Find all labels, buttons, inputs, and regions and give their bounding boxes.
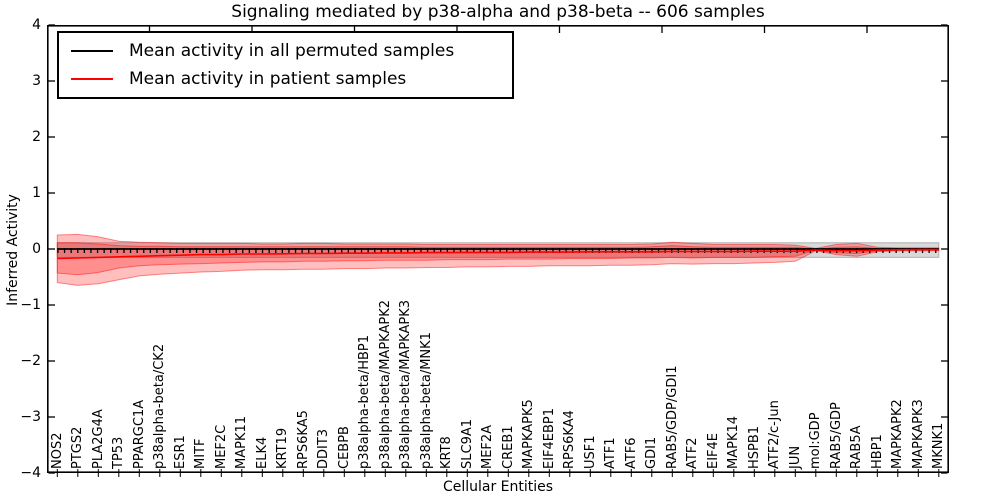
- x-category-label: MAPK11: [234, 415, 250, 469]
- x-category-label: MAPKAPK2: [890, 399, 906, 469]
- x-category-label: PTGS2: [70, 426, 86, 469]
- x-axis-label: Cellular Entities: [442, 479, 554, 495]
- y-tick-label: 2: [32, 129, 41, 145]
- x-category-label: MITF: [193, 438, 209, 469]
- x-category-label: RAB5A: [849, 425, 865, 469]
- legend-line-patient: [71, 78, 113, 80]
- x-category-label: p38alpha-beta/MAPKAPK3: [398, 300, 414, 469]
- x-category-label: HBP1: [869, 434, 885, 469]
- x-category-label: RPS6KA5: [295, 410, 311, 469]
- x-category-label: NOS2: [49, 432, 65, 469]
- x-category-label: KRT8: [439, 436, 455, 469]
- x-category-label: PPARGC1A: [131, 399, 147, 469]
- x-category-label: TP53: [111, 436, 127, 469]
- x-category-label: ELK4: [254, 436, 270, 469]
- x-category-label: EIF4EBP1: [541, 407, 557, 469]
- x-category-label: CEBPB: [336, 426, 352, 469]
- x-category-label: CREB1: [500, 425, 516, 469]
- x-category-label: RPS6KA4: [562, 410, 578, 469]
- y-tick-label: 4: [32, 17, 41, 33]
- chart-svg: [47, 24, 950, 477]
- x-category-label: MKNK1: [931, 422, 947, 469]
- x-category-label: MEF2C: [213, 424, 229, 469]
- x-category-label: ATF1: [603, 437, 619, 469]
- x-category-label: p38alpha-beta/HBP1: [357, 334, 373, 469]
- x-category-label: mol:GDP: [808, 412, 824, 469]
- y-tick-label: 1: [32, 185, 41, 201]
- legend-label-patient: Mean activity in patient samples: [129, 69, 407, 89]
- legend-label-permuted: Mean activity in all permuted samples: [129, 41, 455, 61]
- x-category-label: MEF2A: [480, 424, 496, 469]
- legend-line-permuted: [71, 50, 113, 52]
- x-category-label: ATF2/c-Jun: [767, 400, 783, 469]
- x-category-label: SLC9A1: [459, 418, 475, 469]
- x-category-label: USF1: [582, 435, 598, 469]
- legend-entry-patient: Mean activity in patient samples: [71, 66, 512, 92]
- y-tick-label: −2: [20, 353, 41, 369]
- legend-entry-permuted: Mean activity in all permuted samples: [71, 38, 512, 64]
- x-category-label: MAPK14: [726, 415, 742, 469]
- x-category-label: HSPB1: [746, 425, 762, 469]
- x-category-label: PLA2G4A: [90, 409, 106, 469]
- x-category-label: JUN: [787, 445, 803, 469]
- y-tick-label: −3: [20, 409, 41, 425]
- y-tick-label: 0: [32, 241, 41, 257]
- x-category-label: GDI1: [644, 436, 660, 469]
- patient-mean-line: [57, 248, 939, 260]
- x-category-label: ESR1: [172, 435, 188, 469]
- y-tick-label: 3: [32, 73, 41, 89]
- x-category-label: MAPKAPK5: [521, 399, 537, 469]
- x-category-label: MAPKAPK3: [910, 399, 926, 469]
- x-category-label: RAB5/GDP/GDI1: [664, 365, 680, 469]
- x-category-label: ATF6: [623, 437, 639, 469]
- x-category-label: KRT19: [275, 427, 291, 469]
- x-category-label: p38alpha-beta/MAPKAPK2: [377, 300, 393, 469]
- x-category-label: RAB5/GDP: [828, 402, 844, 469]
- y-tick-label: −4: [20, 465, 41, 481]
- legend: Mean activity in all permuted samples Me…: [57, 31, 514, 99]
- axis-frame: [47, 25, 950, 473]
- x-category-label: EIF4E: [705, 432, 721, 469]
- x-category-label: ATF2: [685, 437, 701, 469]
- x-category-label: DDIT3: [316, 428, 332, 469]
- x-category-label: p38alpha-beta/CK2: [152, 343, 168, 469]
- chart-title: Signaling mediated by p38-alpha and p38-…: [231, 2, 765, 22]
- y-tick-label: −1: [20, 297, 41, 313]
- x-category-label: p38alpha-beta/MNK1: [418, 332, 434, 469]
- band-patient-range-outer: [56, 233, 940, 286]
- plot-area: NOS2 PTGS2 PLA2G4A TP53 PPARGC1A p38alpha-bet…: [47, 24, 950, 477]
